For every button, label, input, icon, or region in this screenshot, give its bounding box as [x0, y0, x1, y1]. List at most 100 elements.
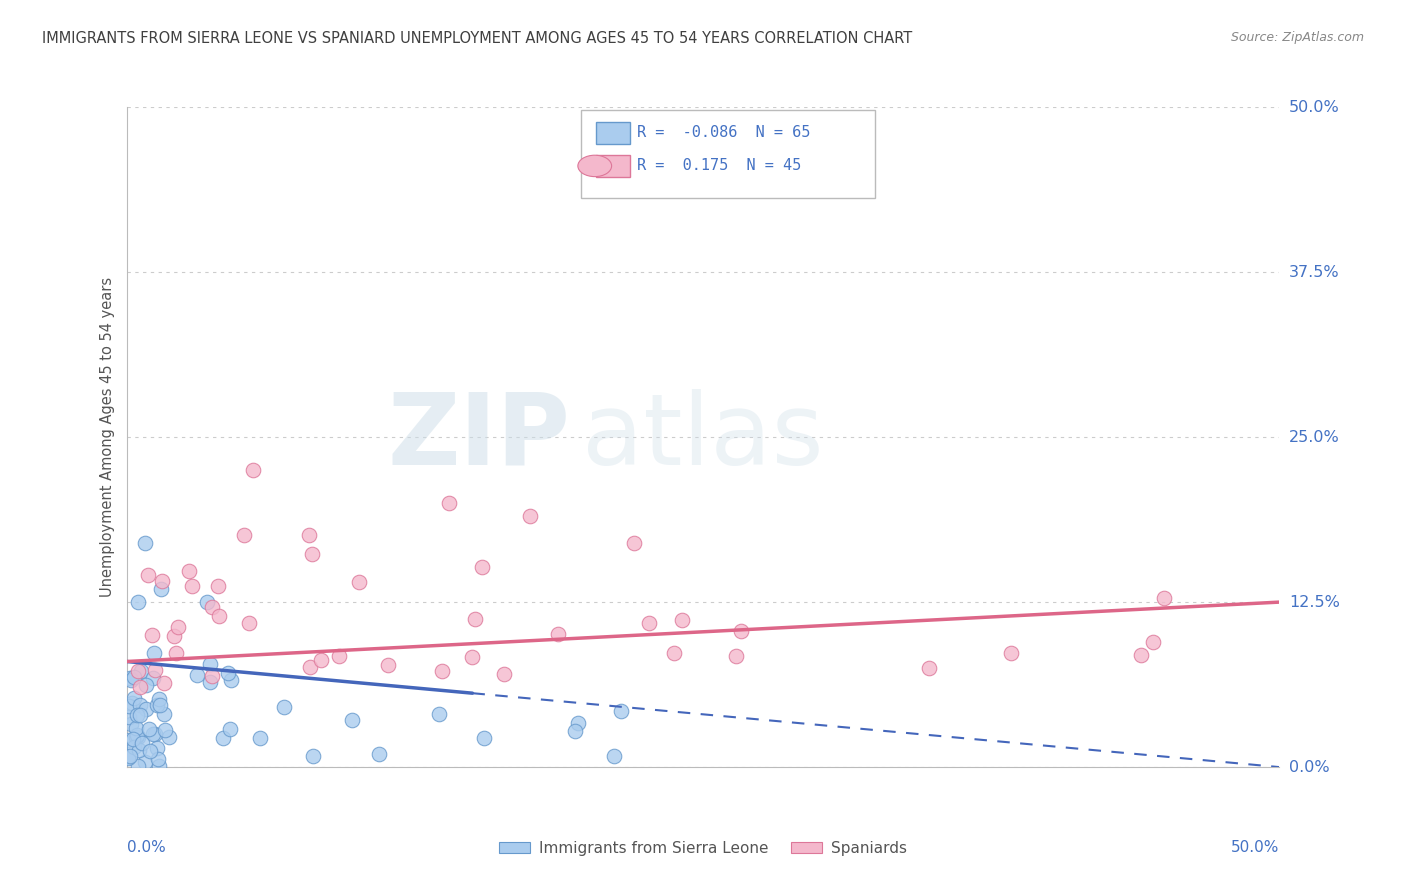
- Point: [118, 698, 141, 713]
- Point: [302, 749, 325, 764]
- Point: [195, 595, 218, 609]
- Point: [125, 727, 148, 741]
- Point: [146, 741, 169, 756]
- Point: [117, 750, 139, 764]
- Point: [1000, 646, 1022, 660]
- Point: [118, 671, 141, 685]
- Point: [148, 759, 170, 773]
- Point: [232, 528, 254, 542]
- Point: [298, 527, 321, 541]
- Point: [121, 731, 143, 746]
- Point: [201, 600, 224, 615]
- Point: [122, 691, 145, 706]
- Point: [121, 696, 143, 710]
- Point: [153, 676, 176, 690]
- Point: [638, 616, 661, 631]
- Text: 25.0%: 25.0%: [1289, 430, 1340, 444]
- Point: [122, 739, 145, 754]
- Point: [142, 646, 165, 660]
- Point: [142, 727, 165, 741]
- Point: [117, 733, 139, 747]
- Point: [249, 731, 271, 746]
- Text: 37.5%: 37.5%: [1289, 265, 1340, 279]
- Point: [142, 671, 165, 685]
- Point: [1130, 648, 1153, 662]
- Text: 0.0%: 0.0%: [127, 840, 166, 855]
- Point: [120, 673, 142, 687]
- Point: [427, 706, 450, 721]
- Text: IMMIGRANTS FROM SIERRA LEONE VS SPANIARD UNEMPLOYMENT AMONG AGES 45 TO 54 YEARS : IMMIGRANTS FROM SIERRA LEONE VS SPANIARD…: [42, 31, 912, 46]
- Point: [242, 463, 264, 477]
- Point: [163, 629, 186, 643]
- Point: [129, 698, 152, 713]
- Point: [135, 678, 157, 692]
- Point: [127, 595, 149, 609]
- Point: [918, 661, 941, 675]
- Point: [122, 670, 145, 684]
- Point: [470, 560, 492, 574]
- Point: [547, 627, 569, 641]
- Point: [129, 707, 152, 722]
- Point: [141, 628, 163, 642]
- Point: [198, 674, 221, 689]
- Text: R =  0.175  N = 45: R = 0.175 N = 45: [637, 159, 801, 173]
- Point: [146, 698, 169, 713]
- Point: [211, 731, 233, 746]
- Point: [519, 509, 541, 524]
- Point: [138, 567, 160, 582]
- Point: [218, 722, 240, 736]
- Point: [367, 747, 389, 761]
- Point: [145, 663, 167, 677]
- Y-axis label: Unemployment Among Ages 45 to 54 years: Unemployment Among Ages 45 to 54 years: [100, 277, 115, 597]
- Point: [134, 535, 156, 549]
- Point: [472, 731, 495, 745]
- Point: [567, 716, 589, 731]
- Point: [131, 736, 153, 750]
- Text: 50.0%: 50.0%: [1232, 840, 1279, 855]
- Point: [301, 547, 323, 561]
- Point: [150, 582, 173, 596]
- Point: [129, 665, 152, 679]
- Point: [461, 650, 484, 665]
- Point: [165, 646, 187, 660]
- Point: [430, 664, 453, 678]
- Point: [125, 721, 148, 735]
- Point: [217, 665, 239, 680]
- Point: [201, 669, 224, 683]
- Point: [347, 574, 370, 589]
- Point: [309, 653, 332, 667]
- Point: [128, 680, 150, 694]
- Point: [238, 615, 260, 630]
- Point: [125, 708, 148, 723]
- Text: atlas: atlas: [582, 389, 824, 485]
- Point: [298, 660, 321, 674]
- Point: [221, 673, 243, 688]
- Point: [1153, 591, 1175, 606]
- Point: [180, 579, 202, 593]
- Point: [127, 664, 149, 678]
- Text: ZIP: ZIP: [388, 389, 571, 485]
- Point: [340, 713, 363, 727]
- Point: [464, 612, 486, 626]
- Point: [377, 658, 399, 673]
- Point: [128, 743, 150, 757]
- Point: [157, 731, 180, 745]
- Point: [143, 727, 166, 741]
- Text: R =  -0.086  N = 65: R = -0.086 N = 65: [637, 126, 810, 140]
- Point: [610, 704, 633, 718]
- Point: [439, 496, 461, 510]
- Point: [134, 755, 156, 769]
- Point: [207, 579, 229, 593]
- Point: [146, 752, 169, 766]
- Point: [120, 717, 142, 731]
- Point: [273, 700, 295, 714]
- Point: [730, 624, 752, 639]
- Point: [186, 667, 208, 681]
- Point: [148, 691, 170, 706]
- Point: [153, 706, 176, 721]
- Text: Source: ZipAtlas.com: Source: ZipAtlas.com: [1230, 31, 1364, 45]
- Point: [179, 564, 201, 578]
- Text: 0.0%: 0.0%: [1289, 760, 1330, 774]
- Legend: Immigrants from Sierra Leone, Spaniards: Immigrants from Sierra Leone, Spaniards: [494, 835, 912, 862]
- Text: 12.5%: 12.5%: [1289, 595, 1340, 609]
